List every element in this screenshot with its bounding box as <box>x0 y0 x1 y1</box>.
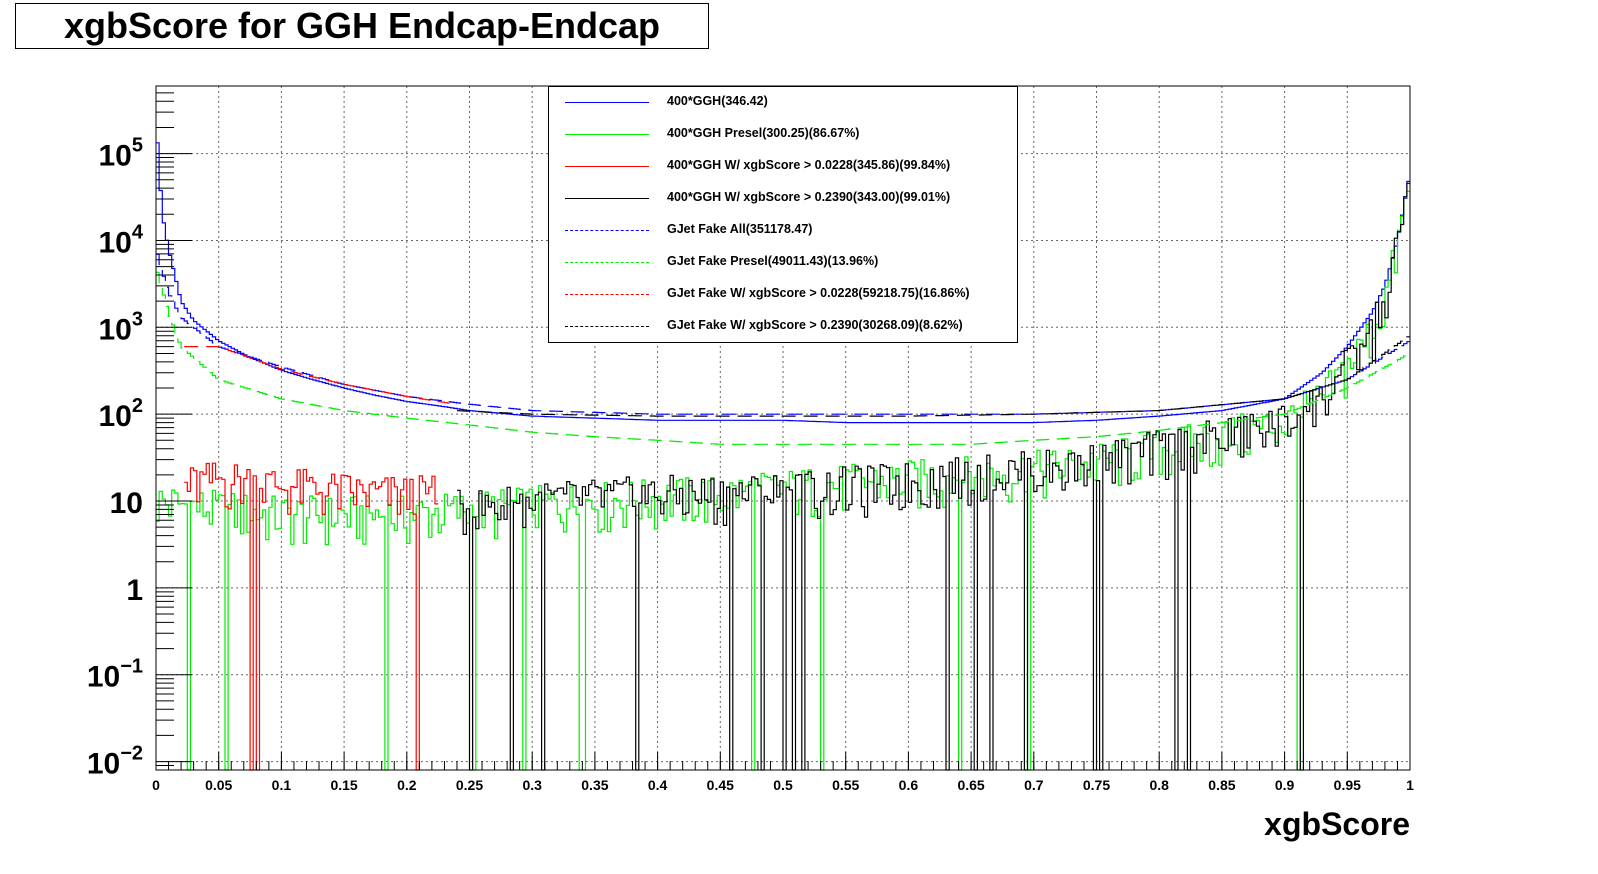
y-tick-label: 10−2 <box>87 743 143 781</box>
legend-label: GJet Fake W/ xgbScore > 0.0228(59218.75)… <box>667 286 970 300</box>
x-tick-label: 0.2 <box>397 777 417 793</box>
x-tick-labels: 0 0.05 0.1 0.15 0.2 0.25 0.3 0.35 0.4 0.45 0.5 0.55… <box>152 777 1414 793</box>
legend-line-swatch <box>565 262 649 263</box>
y-tick-label: 104 <box>99 221 144 259</box>
x-tick-label: 0 <box>152 777 160 793</box>
series-line <box>156 142 1410 424</box>
y-tick-label: 1 <box>126 574 143 607</box>
x-tick-label: 0.45 <box>707 777 734 793</box>
legend-item: 400*GGH W/ xgbScore > 0.2390(343.00)(99.… <box>549 183 1017 215</box>
y-tick-labels: 10−2 10−1 1 10 102 103 104 105 <box>87 135 144 781</box>
series-line <box>156 271 1410 445</box>
x-tick-label: 0.55 <box>832 777 859 793</box>
x-tick-label: 0.7 <box>1024 777 1044 793</box>
y-tick-label: 10 <box>110 487 143 520</box>
legend-item: 400*GGH(346.42) <box>549 87 1017 119</box>
x-tick-label: 0.9 <box>1275 777 1295 793</box>
series-line <box>184 462 439 771</box>
x-tick-label: 0.6 <box>899 777 919 793</box>
x-tick-label: 0.05 <box>205 777 232 793</box>
series-line <box>457 336 1410 417</box>
legend-label: 400*GGH W/ xgbScore > 0.2390(343.00)(99.… <box>667 190 951 204</box>
x-tick-label: 0.95 <box>1334 777 1361 793</box>
x-tick-label: 0.15 <box>330 777 357 793</box>
x-tick-label: 0.75 <box>1083 777 1110 793</box>
legend-label: 400*GGH W/ xgbScore > 0.0228(345.86)(99.… <box>667 158 951 172</box>
x-tick-label: 0.1 <box>272 777 292 793</box>
legend-item: GJet Fake Presel(49011.43)(13.96%) <box>549 247 1017 279</box>
x-tick-label: 0.35 <box>581 777 608 793</box>
x-tick-label: 0.3 <box>522 777 542 793</box>
legend-line-swatch <box>565 230 649 231</box>
legend-line-swatch <box>565 166 649 167</box>
x-tick-label: 0.65 <box>957 777 984 793</box>
legend-line-swatch <box>565 198 649 199</box>
legend-label: GJet Fake Presel(49011.43)(13.96%) <box>667 254 879 268</box>
chart-title-box: xgbScore for GGH Endcap-Endcap <box>15 3 709 49</box>
series-line <box>457 182 1410 771</box>
legend-item: 400*GGH Presel(300.25)(86.67%) <box>549 119 1017 151</box>
legend-item: 400*GGH W/ xgbScore > 0.0228(345.86)(99.… <box>549 151 1017 183</box>
x-tick-label: 0.85 <box>1208 777 1235 793</box>
legend-line-swatch <box>565 294 649 295</box>
series-layer <box>156 142 1410 771</box>
x-tick-label: 0.25 <box>456 777 483 793</box>
legend-item: GJet Fake All(351178.47) <box>549 215 1017 247</box>
x-tick-label: 0.4 <box>648 777 668 793</box>
x-axis-label: xgbScore <box>1264 806 1410 842</box>
chart-title: xgbScore for GGH Endcap-Endcap <box>63 5 661 46</box>
y-tick-label: 105 <box>99 135 144 173</box>
legend-label: GJet Fake W/ xgbScore > 0.2390(30268.09)… <box>667 318 963 332</box>
y-tick-label: 103 <box>99 308 144 346</box>
legend-label: GJet Fake All(351178.47) <box>667 222 813 236</box>
series-line <box>184 346 457 405</box>
axis-ticks <box>155 85 1411 771</box>
legend-item: GJet Fake W/ xgbScore > 0.0228(59218.75)… <box>549 279 1017 311</box>
legend-item: GJet Fake W/ xgbScore > 0.2390(30268.09)… <box>549 311 1017 343</box>
legend-line-swatch <box>565 102 649 103</box>
legend-line-swatch <box>565 326 649 327</box>
legend-label: 400*GGH Presel(300.25)(86.67%) <box>667 126 860 140</box>
y-tick-label: 102 <box>99 395 144 433</box>
legend: 400*GGH(346.42) 400*GGH Presel(300.25)(86… <box>548 86 1018 343</box>
legend-label: 400*GGH(346.42) <box>667 94 768 108</box>
legend-line-swatch <box>565 134 649 135</box>
x-tick-label: 0.5 <box>773 777 793 793</box>
x-tick-label: 1 <box>1406 777 1414 793</box>
x-tick-label: 0.8 <box>1149 777 1169 793</box>
y-tick-label: 10−1 <box>87 656 143 694</box>
